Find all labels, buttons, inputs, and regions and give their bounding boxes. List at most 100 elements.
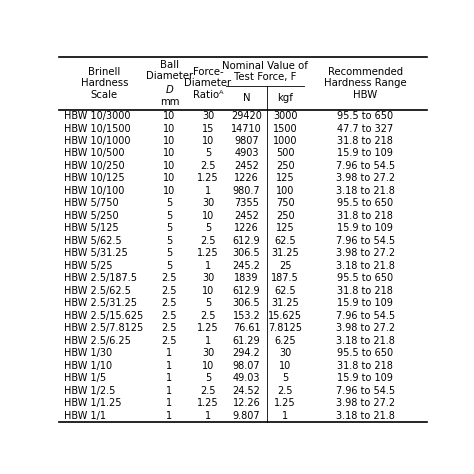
Text: 15.9 to 109: 15.9 to 109 [337,223,393,233]
Text: 2.5: 2.5 [162,273,177,283]
Text: 612.9: 612.9 [233,286,260,296]
Text: 153.2: 153.2 [233,311,261,321]
Text: 29420: 29420 [231,111,262,121]
Text: 1: 1 [166,386,173,396]
Text: 1: 1 [205,410,211,420]
Text: 750: 750 [276,199,294,209]
Text: 306.5: 306.5 [233,248,260,258]
Text: kgf: kgf [277,93,293,103]
Text: 10: 10 [164,148,175,158]
Text: 10: 10 [164,111,175,121]
Text: 10: 10 [164,186,175,196]
Text: 3000: 3000 [273,111,297,121]
Text: 15: 15 [202,124,214,134]
Text: HBW 1/1: HBW 1/1 [64,410,106,420]
Text: 30: 30 [202,348,214,358]
Text: 1.25: 1.25 [197,323,219,333]
Text: 250: 250 [276,211,294,221]
Text: HBW 2.5/62.5: HBW 2.5/62.5 [64,286,130,296]
Text: 187.5: 187.5 [271,273,299,283]
Text: 1: 1 [205,186,211,196]
Text: 1.25: 1.25 [197,248,219,258]
Text: 7.96 to 54.5: 7.96 to 54.5 [336,311,395,321]
Text: HBW 5/125: HBW 5/125 [64,223,118,233]
Text: 31.8 to 218: 31.8 to 218 [337,211,393,221]
Text: HBW 2.5/15.625: HBW 2.5/15.625 [64,311,143,321]
Text: 1.25: 1.25 [197,398,219,408]
Text: HBW 5/62.5: HBW 5/62.5 [64,236,121,246]
Text: HBW 1/1.25: HBW 1/1.25 [64,398,121,408]
Text: 3.18 to 21.8: 3.18 to 21.8 [336,336,394,346]
Text: 5: 5 [166,236,173,246]
Text: HBW 1/5: HBW 1/5 [64,373,106,383]
Text: 1839: 1839 [234,273,259,283]
Text: 5: 5 [166,211,173,221]
Text: 2.5: 2.5 [277,386,293,396]
Text: HBW 5/25: HBW 5/25 [64,261,112,271]
Text: 25: 25 [279,261,292,271]
Text: 1: 1 [166,361,173,371]
Text: 1: 1 [205,261,211,271]
Text: 2.5: 2.5 [201,161,216,171]
Text: 1000: 1000 [273,136,297,146]
Text: 1: 1 [166,398,173,408]
Text: 31.8 to 218: 31.8 to 218 [337,136,393,146]
Text: Recommended
Hardness Range
HBW: Recommended Hardness Range HBW [324,67,406,100]
Text: N: N [243,93,250,103]
Text: 9.807: 9.807 [233,410,260,420]
Text: 95.5 to 650: 95.5 to 650 [337,348,393,358]
Text: 7.8125: 7.8125 [268,323,302,333]
Text: 31.8 to 218: 31.8 to 218 [337,286,393,296]
Text: HBW 2.5/6.25: HBW 2.5/6.25 [64,336,130,346]
Text: 6.25: 6.25 [274,336,296,346]
Text: 31.8 to 218: 31.8 to 218 [337,361,393,371]
Text: 31.25: 31.25 [271,248,299,258]
Text: 7355: 7355 [234,199,259,209]
Text: 15.9 to 109: 15.9 to 109 [337,298,393,308]
Text: 1: 1 [166,348,173,358]
Text: Brinell
Hardness
Scale: Brinell Hardness Scale [81,67,128,100]
Text: HBW 2.5/7.8125: HBW 2.5/7.8125 [64,323,143,333]
Text: 76.61: 76.61 [233,323,260,333]
Text: 1: 1 [205,336,211,346]
Text: 5: 5 [205,148,211,158]
Text: 95.5 to 650: 95.5 to 650 [337,273,393,283]
Text: 1: 1 [166,410,173,420]
Text: Force-
Diameter
Ratioᴬ: Force- Diameter Ratioᴬ [184,67,232,100]
Text: 5: 5 [205,223,211,233]
Text: HBW 2.5/31.25: HBW 2.5/31.25 [64,298,137,308]
Text: 98.07: 98.07 [233,361,260,371]
Text: 1.25: 1.25 [274,398,296,408]
Text: 14710: 14710 [231,124,262,134]
Text: 3.98 to 27.2: 3.98 to 27.2 [336,173,395,183]
Text: 31.25: 31.25 [271,298,299,308]
Text: HBW 1/30: HBW 1/30 [64,348,112,358]
Text: 1: 1 [166,373,173,383]
Text: HBW 10/125: HBW 10/125 [64,173,124,183]
Text: 2.5: 2.5 [201,386,216,396]
Text: 1226: 1226 [234,223,259,233]
Text: 2.5: 2.5 [162,311,177,321]
Text: 3.98 to 27.2: 3.98 to 27.2 [336,248,395,258]
Text: HBW 1/2.5: HBW 1/2.5 [64,386,115,396]
Text: 5: 5 [166,261,173,271]
Text: HBW 10/1000: HBW 10/1000 [64,136,130,146]
Text: 10: 10 [202,361,214,371]
Text: 30: 30 [279,348,292,358]
Text: 5: 5 [282,373,288,383]
Text: 125: 125 [276,173,294,183]
Text: HBW 10/100: HBW 10/100 [64,186,124,196]
Text: 30: 30 [202,273,214,283]
Text: HBW 5/250: HBW 5/250 [64,211,118,221]
Text: 1.25: 1.25 [197,173,219,183]
Text: 24.52: 24.52 [233,386,261,396]
Text: 30: 30 [202,199,214,209]
Text: 3.18 to 21.8: 3.18 to 21.8 [336,410,394,420]
Text: 2.5: 2.5 [201,236,216,246]
Text: 10: 10 [202,136,214,146]
Text: 500: 500 [276,148,294,158]
Text: 1500: 1500 [273,124,298,134]
Text: 2452: 2452 [234,161,259,171]
Text: 5: 5 [205,298,211,308]
Text: 2452: 2452 [234,211,259,221]
